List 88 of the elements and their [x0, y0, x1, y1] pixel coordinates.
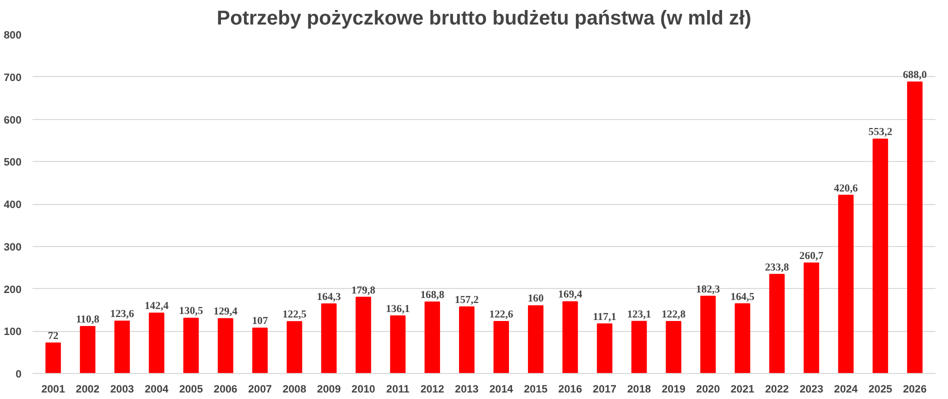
data-label: 142,4	[144, 301, 170, 312]
x-tick-label: 2009	[317, 384, 341, 396]
data-label: 260,7	[799, 251, 824, 262]
y-tick-label: 100	[4, 326, 22, 338]
x-tick-label: 2019	[662, 384, 686, 396]
bar	[804, 262, 820, 374]
bar	[45, 342, 61, 374]
data-label: 164,5	[730, 292, 754, 303]
x-tick-label: 2022	[765, 384, 789, 396]
x-tick-label: 2021	[730, 384, 754, 396]
x-tick-label: 2024	[834, 384, 858, 396]
bar	[356, 296, 372, 374]
y-tick-label: 200	[4, 284, 22, 296]
x-tick-label: 2006	[214, 384, 238, 396]
bar	[700, 296, 716, 374]
data-label: 168,8	[420, 290, 444, 301]
x-tick-label: 2005	[179, 384, 203, 396]
data-label: 123,6	[110, 309, 135, 320]
y-tick-label: 700	[4, 72, 22, 84]
data-label: 107	[252, 316, 269, 328]
bar	[631, 320, 647, 374]
x-tick-label: 2013	[454, 384, 479, 396]
bar	[907, 81, 923, 374]
y-tick-label: 400	[4, 199, 22, 211]
data-label: 122,8	[662, 309, 686, 320]
x-tick-label: 2004	[144, 384, 169, 396]
bar	[218, 318, 234, 374]
bar	[562, 301, 578, 374]
data-label: 233,8	[764, 262, 789, 274]
bar	[769, 274, 785, 374]
x-tick-label: 2002	[76, 384, 100, 396]
data-label: 182,3	[696, 284, 720, 296]
data-label: 169,4	[558, 290, 583, 301]
y-tick-label: 300	[4, 241, 22, 254]
data-label: 129,4	[214, 306, 238, 318]
bar	[528, 305, 544, 374]
data-label: 110,8	[76, 314, 100, 326]
x-tick-label: 2008	[282, 384, 306, 396]
data-label: 136,1	[386, 304, 410, 315]
bar	[148, 312, 164, 374]
data-label: 123,1	[627, 309, 652, 320]
x-tick-label: 2011	[386, 384, 410, 396]
x-tick-label: 2020	[696, 384, 720, 396]
x-tick-label: 2026	[902, 384, 927, 396]
x-tick-label: 2007	[248, 384, 272, 396]
bar	[321, 303, 337, 374]
bar	[734, 303, 750, 374]
bar	[872, 138, 888, 374]
x-tick-label: 2012	[420, 384, 444, 396]
x-tick-label: 2023	[800, 384, 824, 396]
data-label: 72	[48, 330, 59, 342]
x-tick-label: 2003	[110, 384, 134, 396]
data-label: 688,0	[902, 70, 927, 81]
data-label: 160	[528, 294, 544, 305]
chart-title: Potrzeby pożyczkowe brutto budżetu państwa (w mld zł)	[216, 8, 752, 30]
y-tick-label: 600	[4, 114, 22, 126]
bar	[459, 306, 475, 374]
x-tick-label: 2017	[592, 384, 617, 396]
bar	[596, 323, 612, 374]
data-label: 164,3	[316, 292, 341, 303]
bar	[390, 315, 406, 374]
data-label: 553,2	[868, 127, 892, 138]
x-tick-label: 2025	[868, 384, 892, 396]
data-label: 130,5	[179, 306, 204, 318]
bar	[666, 320, 682, 374]
x-tick-label: 2016	[558, 384, 582, 396]
x-tick-label: 2015	[524, 384, 548, 396]
data-label: 122,5	[282, 310, 306, 321]
data-label: 117,1	[592, 312, 616, 323]
y-tick-label: 500	[4, 156, 22, 169]
x-tick-label: 2018	[627, 384, 652, 396]
x-tick-label: 2001	[41, 384, 66, 396]
x-tick-label: 2010	[352, 384, 376, 396]
bar	[80, 326, 96, 374]
y-tick-label: 800	[4, 30, 22, 42]
bar	[252, 328, 268, 374]
data-label: 179,8	[351, 285, 376, 296]
data-label: 122,6	[489, 310, 514, 321]
bar	[838, 194, 854, 374]
bar	[424, 301, 440, 374]
bar	[183, 318, 199, 374]
data-label: 157,2	[454, 294, 479, 306]
y-tick-label: 0	[16, 368, 22, 380]
bar	[286, 321, 302, 374]
bar	[493, 321, 509, 374]
x-tick-label: 2014	[489, 384, 514, 396]
bar	[114, 320, 130, 374]
data-label: 420,6	[834, 183, 859, 194]
